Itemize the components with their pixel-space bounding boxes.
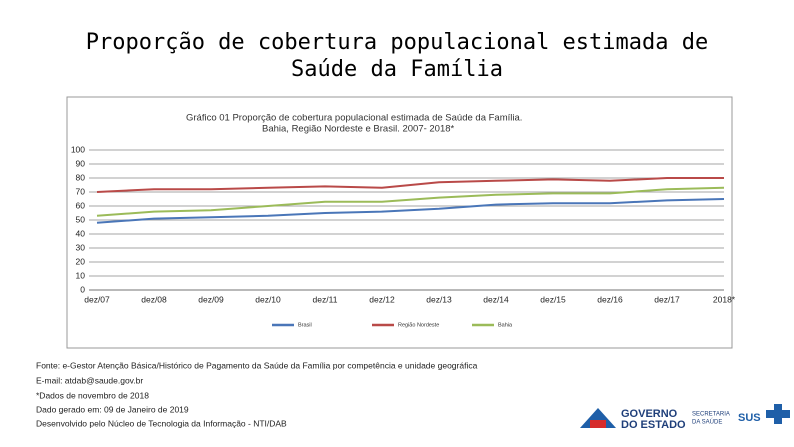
- y-tick-label: 60: [76, 200, 86, 210]
- series-line: [96, 186, 725, 217]
- slide-title: Proporção de cobertura populacional esti…: [86, 30, 709, 55]
- logo-text: DA SAÚDE: [692, 419, 722, 426]
- legend-label: Brasil: [298, 322, 312, 328]
- y-tick-label: 90: [76, 158, 86, 168]
- x-tick-label: dez/17: [654, 294, 680, 304]
- x-tick-label: dez/15: [540, 294, 566, 304]
- y-tick-label: 100: [71, 144, 85, 154]
- footer-line: *Dados de novembro de 2018: [36, 390, 149, 400]
- logo-governo: GOVERNO DO ESTADO SECRETARIA DA SAÚDE: [580, 408, 730, 431]
- x-tick-label: dez/11: [313, 294, 338, 304]
- y-tick-label: 80: [76, 172, 86, 182]
- logo-text: GOVERNO: [621, 408, 678, 420]
- y-tick-label: 30: [76, 242, 86, 252]
- y-tick-label: 70: [76, 186, 86, 196]
- footer-line: Dado gerado em: 09 de Janeiro de 2019: [36, 404, 189, 414]
- series-line: [96, 177, 724, 193]
- legend-label: Bahia: [498, 322, 513, 328]
- x-tick-label: dez/16: [597, 294, 623, 304]
- logo-sus: SUS: [738, 404, 790, 424]
- y-tick-label: 20: [76, 256, 86, 266]
- slide-title: Saúde da Família: [291, 57, 503, 82]
- chart-title: Gráfico 01 Proporção de cobertura popula…: [186, 113, 522, 124]
- chart-frame: [66, 96, 733, 349]
- x-tick-label: dez/07: [84, 294, 110, 304]
- logo-shape: [766, 404, 790, 424]
- chart-subtitle: Bahia, Região Nordeste e Brasil. 2007- 2…: [262, 124, 455, 135]
- y-tick-label: 50: [76, 214, 86, 224]
- x-tick-label: dez/08: [141, 294, 167, 304]
- x-tick-label: 2018*: [713, 294, 736, 304]
- footer-line: Desenvolvido pelo Núcleo de Tecnologia d…: [36, 418, 287, 428]
- footer-line: Fonte: e-Gestor Atenção Básica/Histórico…: [36, 360, 478, 370]
- logo-text: SECRETARIA: [692, 412, 730, 418]
- logo-text: DO ESTADO: [621, 419, 686, 431]
- logo-text: SUS: [738, 412, 761, 424]
- logo-shape: [580, 408, 616, 428]
- x-tick-label: dez/10: [255, 294, 281, 304]
- x-tick-label: dez/12: [369, 294, 395, 304]
- legend-label: Região Nordeste: [398, 322, 439, 328]
- logo-shape: [590, 420, 606, 428]
- x-tick-label: dez/14: [483, 294, 509, 304]
- y-tick-label: 0: [80, 284, 85, 294]
- footer-line: E-mail: atdab@saude.gov.br: [36, 375, 143, 385]
- x-tick-label: dez/09: [198, 294, 224, 304]
- series-line: [96, 198, 725, 224]
- y-tick-label: 40: [76, 228, 86, 238]
- y-tick-label: 10: [76, 270, 86, 280]
- x-tick-label: dez/13: [426, 294, 452, 304]
